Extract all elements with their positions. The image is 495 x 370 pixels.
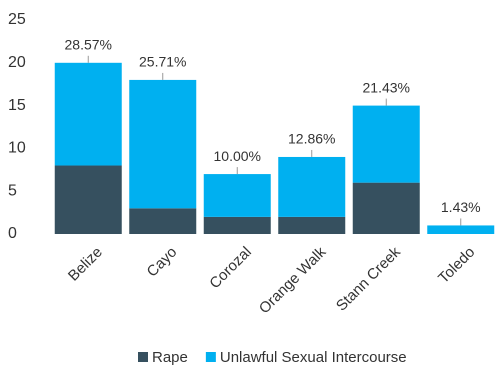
legend-label: Unlawful Sexual Intercourse [220,349,407,366]
bar-segment [203,174,271,217]
bar-segment [129,208,197,234]
y-tick-label: 20 [8,54,26,71]
x-tick-label: Corozal [206,244,255,293]
y-tick-label: 0 [8,225,17,242]
legend-swatch [138,352,148,362]
share-label: 10.00% [214,148,261,164]
x-tick-label: Toledo [435,244,478,287]
legend-swatch [205,352,216,362]
y-tick-label: 10 [8,140,26,157]
share-label: 25.71% [139,54,186,70]
x-tick-label: Belize [65,244,106,285]
share-label: 21.43% [363,79,410,95]
bar-segment [278,216,346,234]
bar-segment [203,216,271,234]
bar-segment [129,79,197,209]
y-tick-label: 5 [8,182,17,199]
bar-segment [352,182,420,234]
x-tick-label: Stann Creek [333,243,404,314]
bar-segment [278,156,346,217]
x-tick-label: Orange Walk [256,243,330,317]
y-tick-label: 15 [8,97,26,114]
legend-label: Rape [152,349,188,366]
bar-segment [352,105,420,183]
x-tick-label: Cayo [144,244,181,281]
share-label: 28.57% [65,37,112,53]
share-label: 12.86% [288,131,335,147]
bar-segment [54,165,122,234]
share-label: 1.43% [441,199,481,215]
y-tick-label: 25 [8,11,26,28]
bar-segment [427,225,495,234]
bar-segment [54,62,122,166]
